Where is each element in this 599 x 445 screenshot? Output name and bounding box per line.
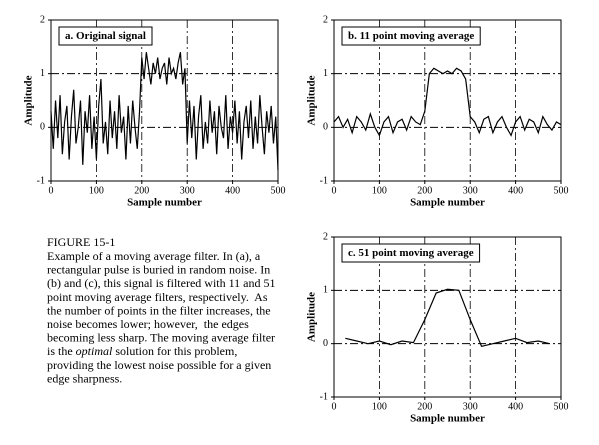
label-box xyxy=(58,26,153,46)
x-tick-label: 0 xyxy=(49,185,54,196)
caption-text: noise becomes lower; however, the edges xyxy=(47,317,249,331)
y-tick-label: 0 xyxy=(40,122,45,133)
x-axis-label: Sample number xyxy=(410,413,485,425)
caption-line: rectangular pulse is buried in random no… xyxy=(47,263,270,277)
caption-line: providing the lowest noise possible for … xyxy=(47,358,271,372)
x-tick-label: 100 xyxy=(372,401,387,412)
signal-line xyxy=(333,67,562,137)
x-tick-label: 500 xyxy=(554,401,569,412)
y-axis-label: Amplitude xyxy=(23,75,35,125)
x-tick-label: 200 xyxy=(134,185,149,196)
label-box xyxy=(341,243,481,263)
y-tick-label: 2 xyxy=(323,14,328,25)
x-tick-label: 500 xyxy=(271,185,286,196)
x-axis-label: Sample number xyxy=(410,197,485,209)
chart-label: c. 51 point moving average xyxy=(348,247,474,259)
x-tick-label: 400 xyxy=(508,185,523,196)
caption-line: noise becomes lower; however, the edges xyxy=(47,317,249,331)
label-box xyxy=(341,26,481,46)
y-axis-label: Amplitude xyxy=(306,292,318,342)
x-tick-label: 0 xyxy=(332,185,337,196)
x-tick-label: 400 xyxy=(225,185,240,196)
y-tick-label: 0 xyxy=(323,122,328,133)
caption-line: point moving average filters, respective… xyxy=(47,290,268,304)
caption-text: point moving average filters, respective… xyxy=(47,290,268,304)
y-tick-label: 1 xyxy=(323,68,328,79)
caption-text: edge sharpness. xyxy=(47,371,122,385)
y-tick-label: 2 xyxy=(323,231,328,242)
caption-text: Example of a moving average filter. In (… xyxy=(47,249,261,263)
caption-text: (b) and (c), this signal is filtered wit… xyxy=(47,276,276,290)
caption-text: optimal xyxy=(76,344,113,358)
caption-title: FIGURE 15-1 xyxy=(47,235,115,249)
caption-text: providing the lowest noise possible for … xyxy=(47,358,271,372)
x-tick-label: 200 xyxy=(417,185,432,196)
x-tick-label: 300 xyxy=(463,401,478,412)
x-tick-label: 200 xyxy=(417,401,432,412)
x-tick-label: 0 xyxy=(332,401,337,412)
caption-line: the number of points in the filter incre… xyxy=(47,303,271,317)
caption-text: solution for this problem, xyxy=(112,344,237,358)
plot-frame xyxy=(333,236,562,398)
y-tick-label: 2 xyxy=(40,14,45,25)
caption-text: the number of points in the filter incre… xyxy=(47,303,271,317)
y-tick-label: 0 xyxy=(323,338,328,349)
x-axis-label: Sample number xyxy=(127,197,202,209)
caption-line: is the optimal solution for this problem… xyxy=(47,344,237,358)
signal-line xyxy=(345,288,550,348)
caption-text: rectangular pulse is buried in random no… xyxy=(47,263,270,277)
chart-label: a. Original signal xyxy=(65,30,146,42)
caption-line: (b) and (c), this signal is filtered wit… xyxy=(47,276,276,290)
caption-line: edge sharpness. xyxy=(47,371,122,385)
plot-frame xyxy=(333,19,562,182)
x-tick-label: 100 xyxy=(372,185,387,196)
chart-label: b. 11 point moving average xyxy=(348,30,474,42)
caption-text: is the xyxy=(47,344,76,358)
x-tick-label: 100 xyxy=(89,185,104,196)
y-tick-label: -1 xyxy=(320,175,328,186)
x-tick-label: 300 xyxy=(463,185,478,196)
caption-line: becoming less sharp. The moving average … xyxy=(47,331,275,345)
y-tick-label: 1 xyxy=(40,68,45,79)
y-axis-label: Amplitude xyxy=(306,75,318,125)
x-tick-label: 400 xyxy=(508,401,523,412)
x-tick-label: 300 xyxy=(180,185,195,196)
signal-line xyxy=(50,52,279,171)
y-tick-label: -1 xyxy=(37,175,45,186)
x-tick-label: 500 xyxy=(554,185,569,196)
y-tick-label: -1 xyxy=(320,391,328,402)
plot-frame xyxy=(50,19,279,182)
y-tick-label: 1 xyxy=(323,285,328,296)
caption-text: becoming less sharp. The moving average … xyxy=(47,331,275,345)
caption-line: Example of a moving average filter. In (… xyxy=(47,249,261,263)
